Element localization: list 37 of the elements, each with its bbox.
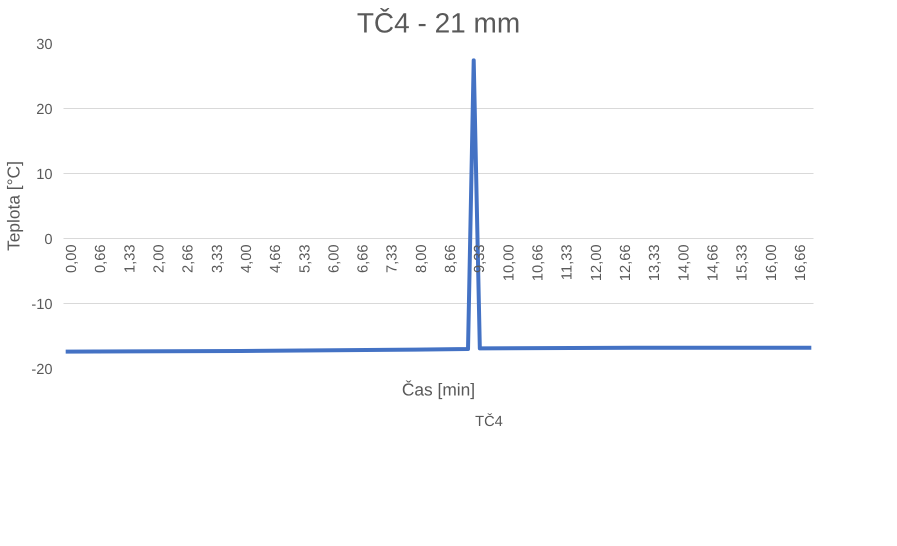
x-tick-label: 13,33 — [647, 244, 664, 282]
y-tick-label: -10 — [31, 297, 53, 313]
x-tick-label: 6,00 — [326, 244, 343, 274]
chart-title: TČ4 - 21 mm — [356, 8, 520, 38]
x-tick-label: 3,33 — [210, 244, 226, 274]
text: TČ4 — [475, 414, 503, 430]
x-tick-label: 1,33 — [122, 244, 138, 274]
y-tick-label: 20 — [36, 102, 53, 118]
x-tick-label: 12,66 — [618, 244, 634, 282]
x-tick-label: 2,00 — [152, 244, 168, 274]
x-tick-label: 9,33 — [472, 244, 488, 274]
x-tick-label: 4,66 — [268, 244, 284, 274]
x-tick-label: 8,66 — [442, 244, 459, 274]
x-tick-label: 16,66 — [792, 244, 809, 282]
x-tick-label: 10,66 — [530, 244, 546, 282]
x-tick-label: 0,66 — [93, 244, 110, 274]
x-tick-label: 7,33 — [384, 244, 401, 274]
x-tick-label: 2,66 — [180, 244, 197, 274]
y-axis-title: Teplota [°C] — [3, 161, 24, 251]
x-tick-label: 0,00 — [64, 244, 80, 274]
x-tick-label: 6,66 — [355, 244, 372, 274]
y-tick-label: -20 — [31, 362, 53, 378]
line-series — [64, 58, 814, 354]
x-tick-label: 10,00 — [502, 244, 518, 282]
x-tick-label: 16,00 — [764, 244, 780, 282]
x-tick-label: 5,33 — [297, 244, 314, 274]
x-tick-label: 11,33 — [560, 244, 576, 280]
y-tick-label: 30 — [36, 37, 53, 53]
x-tick-label: 4,00 — [239, 244, 256, 274]
x-tick-label: 12,00 — [588, 244, 605, 282]
y-tick-label: 10 — [36, 167, 53, 183]
x-tick-label: 15,33 — [734, 244, 751, 282]
x-axis-title: Čas [min] — [402, 380, 476, 400]
y-tick-label: 0 — [44, 232, 53, 248]
x-tick-label: 8,00 — [414, 244, 430, 274]
x-tick-label: 14,00 — [676, 244, 692, 282]
x-tick-label: 14,66 — [705, 244, 722, 282]
